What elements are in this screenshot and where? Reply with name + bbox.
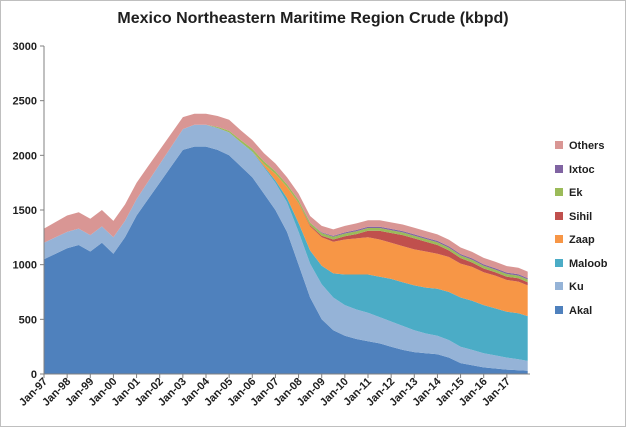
legend-item-zaap: Zaap <box>555 234 625 258</box>
legend-swatch <box>555 305 563 314</box>
area-sihil <box>44 124 528 286</box>
chart-title: Mexico Northeastern Maritime Region Crud… <box>117 10 509 27</box>
legend-label: Others <box>569 140 605 152</box>
stacked-areas <box>44 113 528 374</box>
area-maloob <box>44 124 528 361</box>
legend-swatch <box>555 282 563 290</box>
legend-item-others: Others <box>555 140 625 164</box>
legend-label: Maloob <box>569 257 608 270</box>
legend-swatch <box>555 235 563 243</box>
legend-swatch <box>555 188 563 196</box>
legend-label: Ku <box>569 281 584 293</box>
legend-label: Zaap <box>569 234 595 246</box>
legend-item-ek: Ek <box>555 187 625 211</box>
legend-item-ixtoc: Ixtoc <box>555 164 625 188</box>
legend-swatch <box>555 164 563 173</box>
area-others <box>44 113 528 279</box>
area-akal <box>44 146 528 374</box>
legend-label: Sihil <box>569 210 593 223</box>
y-tick-label: 500 <box>19 314 37 326</box>
legend-label: Ek <box>569 187 583 199</box>
legend-item-ku: Ku <box>555 281 625 305</box>
y-tick-label: 1000 <box>13 260 37 272</box>
legend-item-maloob: Maloob <box>555 258 625 282</box>
legend-swatch <box>555 258 563 267</box>
legend-swatch <box>555 211 563 220</box>
legend-label: Akal <box>569 304 593 317</box>
legend-label: Ixtoc <box>569 163 595 176</box>
y-tick-label: 2500 <box>13 96 37 108</box>
y-tick-label: 2000 <box>13 150 37 162</box>
y-tick-label: 0 <box>31 369 37 381</box>
legend-item-akal: Akal <box>555 305 625 329</box>
legend-item-sihil: Sihil <box>555 211 625 235</box>
legend: Others Ixtoc Ek Sihil Zaap Maloob Ku Akal <box>555 140 625 328</box>
y-tick-label: 3000 <box>13 41 37 53</box>
y-tick-label: 1500 <box>13 205 37 217</box>
area-zaap <box>44 124 528 317</box>
legend-swatch <box>555 141 563 149</box>
